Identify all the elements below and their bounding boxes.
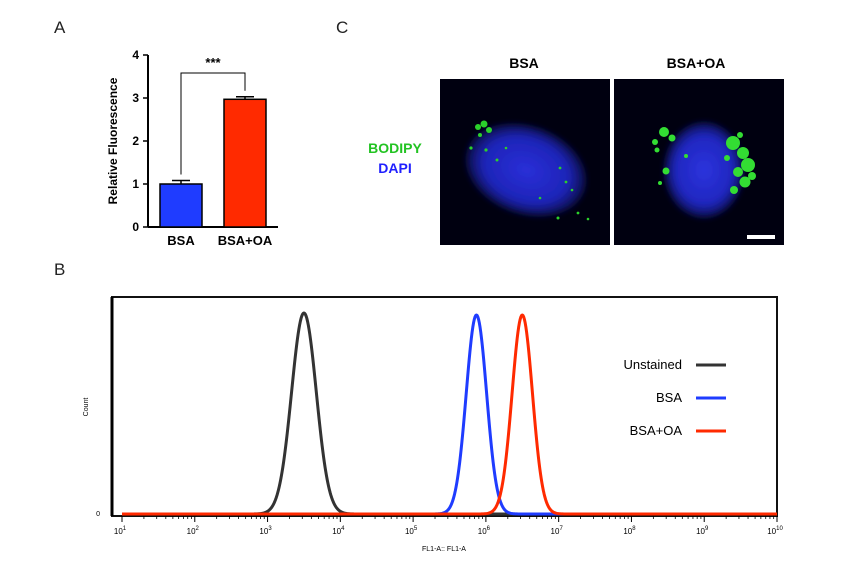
- series-line: [121, 313, 778, 516]
- panel-letter-b: B: [54, 260, 65, 279]
- lipid-droplets: [469, 120, 590, 221]
- panel-letter-c: C: [336, 18, 348, 37]
- legend-label: Unstained: [623, 357, 682, 372]
- bar: [223, 98, 267, 228]
- x-tick-label: 106: [478, 526, 491, 536]
- micrograph-bsa: [440, 79, 610, 245]
- x-tick-label: BSA+OA: [218, 233, 273, 248]
- significance-bracket: ***: [180, 55, 246, 175]
- bars: BSA BSA+OA: [159, 95, 273, 248]
- legend-label: BSA+OA: [630, 423, 683, 438]
- legend-label: BSA: [656, 390, 682, 405]
- significance-label: ***: [205, 55, 221, 70]
- scale-bar: [747, 235, 775, 239]
- x-axis-label: FL1-A:: FL1-A: [422, 546, 466, 553]
- x-tick-label: 105: [405, 526, 418, 536]
- lipid-droplets: [652, 127, 756, 194]
- x-tick-label: 1010: [767, 526, 783, 536]
- x-tick-label: BSA: [167, 233, 195, 248]
- plot-frame: [111, 296, 778, 517]
- micrograph-bsa-oa: [614, 79, 784, 245]
- y-axis-label: Count: [83, 398, 90, 417]
- micrograph-panel: BSA BSA+OA BODIPY DAPI: [368, 55, 784, 245]
- x-tick-label: 101: [114, 526, 127, 536]
- nucleus: [664, 122, 744, 218]
- y-tick-label: 0: [132, 220, 139, 234]
- y-tick-label: 3: [132, 91, 139, 105]
- y-tick-label-0: 0: [96, 511, 100, 518]
- x-tick-label: 107: [551, 526, 564, 536]
- x-tick-label: 104: [332, 526, 345, 536]
- series-line: [121, 313, 778, 516]
- x-tick-label: 102: [187, 526, 200, 536]
- stain-label-bodipy: BODIPY: [368, 140, 422, 156]
- micrograph-label-bsa-oa: BSA+OA: [667, 55, 726, 71]
- x-tick-label: 109: [696, 526, 709, 536]
- legend: Unstained BSA BSA+OA: [623, 357, 726, 438]
- series-line: [121, 311, 778, 516]
- nucleus: [465, 123, 587, 217]
- y-ticks: 0 1 2 3 4: [132, 48, 148, 234]
- y-tick-label: 4: [132, 48, 139, 62]
- micrograph-label-bsa: BSA: [509, 55, 539, 71]
- stain-label-dapi: DAPI: [378, 160, 411, 176]
- y-tick-label: 2: [132, 134, 139, 148]
- bar-chart: 0 1 2 3 4 BSA BSA+OA *** Relative Fluorescenc…: [106, 48, 278, 248]
- panel-letter-a: A: [54, 18, 66, 37]
- x-ticks: 101 102 103 104 105 106 107 108 109 1010: [114, 516, 783, 536]
- histogram-chart: 101 102 103 104 105 106 107 108 109 1010 0 Count …: [83, 296, 783, 553]
- y-tick-label: 1: [132, 177, 139, 191]
- x-tick-label: 103: [259, 526, 272, 536]
- y-axis-label: Relative Fluorescence: [106, 77, 120, 204]
- histogram-curves: [121, 311, 778, 516]
- bracket-line: [180, 72, 246, 175]
- x-tick-label: 108: [623, 526, 636, 536]
- bar: [159, 183, 203, 228]
